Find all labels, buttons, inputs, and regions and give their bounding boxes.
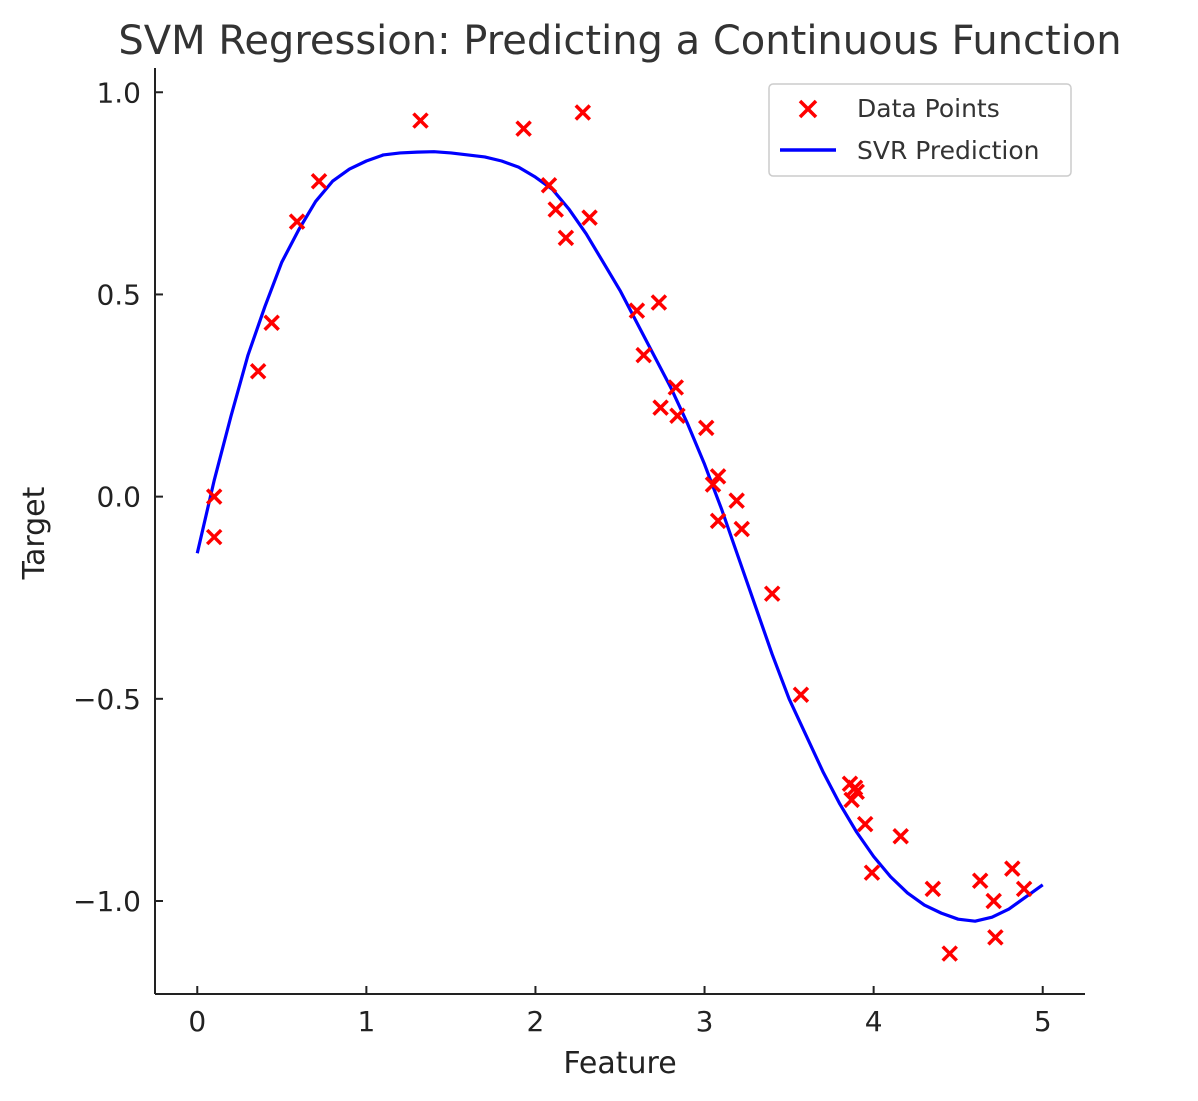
data-point xyxy=(635,346,652,364)
x-tick-label: 2 xyxy=(527,1005,545,1038)
data-point xyxy=(412,112,429,129)
y-tick-label: −1.0 xyxy=(73,885,141,918)
data-point xyxy=(650,294,668,311)
data-point xyxy=(763,585,781,602)
data-point xyxy=(856,815,874,833)
legend-marker-data-points xyxy=(798,99,818,119)
data-point xyxy=(709,512,727,530)
data-point xyxy=(557,229,575,247)
y-tick-label: −0.5 xyxy=(73,683,141,716)
data-point xyxy=(704,476,722,493)
data-point xyxy=(547,201,564,218)
data-point xyxy=(669,407,686,424)
data-point xyxy=(263,314,280,331)
data-point xyxy=(1004,860,1021,877)
data-point xyxy=(249,363,267,380)
legend-frame xyxy=(768,83,1072,177)
x-tick-label: 5 xyxy=(1034,1005,1052,1038)
data-point xyxy=(792,686,810,704)
x-tick-label: 1 xyxy=(357,1005,375,1038)
svr-prediction-line xyxy=(195,150,1044,923)
data-point xyxy=(848,783,865,801)
data-point xyxy=(515,120,532,137)
y-axis-label: Target xyxy=(17,486,52,580)
data-point xyxy=(709,468,727,485)
data-point xyxy=(843,791,860,809)
legend-label-data-points: Data Points xyxy=(857,94,1000,123)
data-point xyxy=(697,419,715,437)
data-point xyxy=(985,892,1002,910)
data-point xyxy=(892,828,909,845)
x-tick-label: 3 xyxy=(696,1005,714,1038)
data-point xyxy=(924,880,942,898)
legend: Data Points SVR Prediction xyxy=(768,83,1072,177)
plot-area xyxy=(195,104,1044,962)
data-point xyxy=(628,302,646,319)
data-point xyxy=(863,864,881,881)
data-point xyxy=(205,488,223,505)
data-point xyxy=(205,528,223,546)
x-tick-label: 0 xyxy=(188,1005,206,1038)
data-point xyxy=(728,492,745,509)
y-tick-label: 1.0 xyxy=(96,76,141,109)
legend-label-svr-prediction: SVR Prediction xyxy=(857,136,1039,165)
data-point xyxy=(667,379,685,396)
data-point xyxy=(971,872,989,890)
data-point xyxy=(310,172,328,190)
data-point xyxy=(581,209,598,226)
data-point xyxy=(540,177,558,194)
data-point xyxy=(733,520,750,538)
axes: 0 1 2 3 4 5 1.0 0.5 0.0 −0.5 −1.0 xyxy=(73,68,1085,1038)
y-tick-label: 0.5 xyxy=(96,278,141,311)
data-point xyxy=(574,104,592,121)
data-point xyxy=(941,945,958,962)
data-point xyxy=(987,929,1004,946)
data-point xyxy=(652,399,669,416)
y-tick-label: 0.0 xyxy=(96,481,141,514)
data-point xyxy=(288,213,306,230)
x-tick-label: 4 xyxy=(865,1005,883,1038)
data-point xyxy=(1015,880,1033,898)
x-axis-label: Feature xyxy=(563,1046,676,1081)
chart-title: SVM Regression: Predicting a Continuous … xyxy=(118,18,1121,64)
